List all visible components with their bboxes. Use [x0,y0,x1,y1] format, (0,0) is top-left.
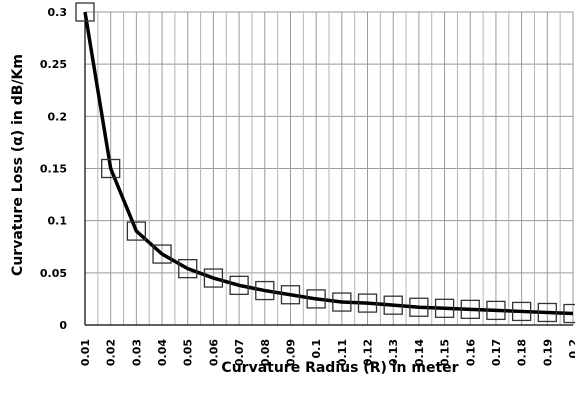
series-line [83,11,574,316]
x-tick-label: 0.06 [207,339,220,366]
x-tick-label: 0.13 [387,339,400,366]
series [75,2,575,324]
x-tick-label: 0.11 [336,339,349,366]
x-tick-label: 0.1 [310,339,323,359]
data-point-marker [537,302,557,323]
data-point-marker [280,285,301,305]
x-tick-label: 0.09 [284,339,297,366]
data-point-marker [178,259,198,279]
data-point-marker [101,158,121,179]
data-point-marker [486,300,506,321]
x-tick-label: 0.04 [156,339,169,366]
x-tick-labels: 0.01 0.02 0.03 0.04 0.05 0.06 0.07 0.08 0.09 0.1 0… [79,339,575,366]
data-point-marker [229,275,249,296]
x-tick-label: 0.14 [413,339,426,366]
data-point-marker [563,303,575,324]
data-point-marker [409,297,429,317]
x-tick-label: 0.12 [362,339,375,366]
data-point-marker [383,295,403,315]
data-point-marker [511,301,532,322]
x-tick-label: 0.08 [259,339,272,366]
x-tick-label: 0.2 [567,339,575,359]
x-tick-label: 0.15 [439,339,452,366]
x-tick-label: 0.03 [130,339,143,366]
x-tick-label: 0.05 [182,339,195,366]
data-point-marker [203,268,224,288]
data-point-marker [434,298,455,318]
y-tick-label: 0.15 [40,163,67,176]
x-tick-label: 0.18 [516,339,529,366]
grid [84,11,574,325]
data-point-marker [126,221,147,241]
data-point-marker [306,289,326,309]
y-tick-label: 0.2 [48,110,68,123]
y-axis-title: Curvature Loss (α) in dB/Km [10,54,26,276]
data-point-marker [152,244,172,264]
data-point-marker [460,299,480,320]
data-point-marker [332,292,352,312]
y-tick-label: 0.3 [48,6,68,19]
x-tick-label: 0.01 [79,339,92,366]
x-tick-label: 0.02 [105,339,118,366]
x-tick-label: 0.17 [490,339,503,366]
y-tick-label: 0.1 [48,215,68,228]
axes [84,12,573,326]
y-tick-labels: 0 0.05 0.1 0.15 0.2 0.25 0.3 [40,6,67,332]
y-tick-label: 0 [59,319,67,332]
data-point-marker [357,293,378,313]
y-tick-label: 0.25 [40,58,67,71]
x-tick-label: 0.16 [464,339,477,366]
y-tick-label: 0.05 [40,267,67,280]
data-point-marker [75,2,95,22]
x-tick-label: 0.19 [541,339,554,366]
data-point-marker [255,280,275,301]
x-axis-title: Curvature Radius (R) in meter [221,360,458,376]
x-tick-label: 0.07 [233,339,246,366]
